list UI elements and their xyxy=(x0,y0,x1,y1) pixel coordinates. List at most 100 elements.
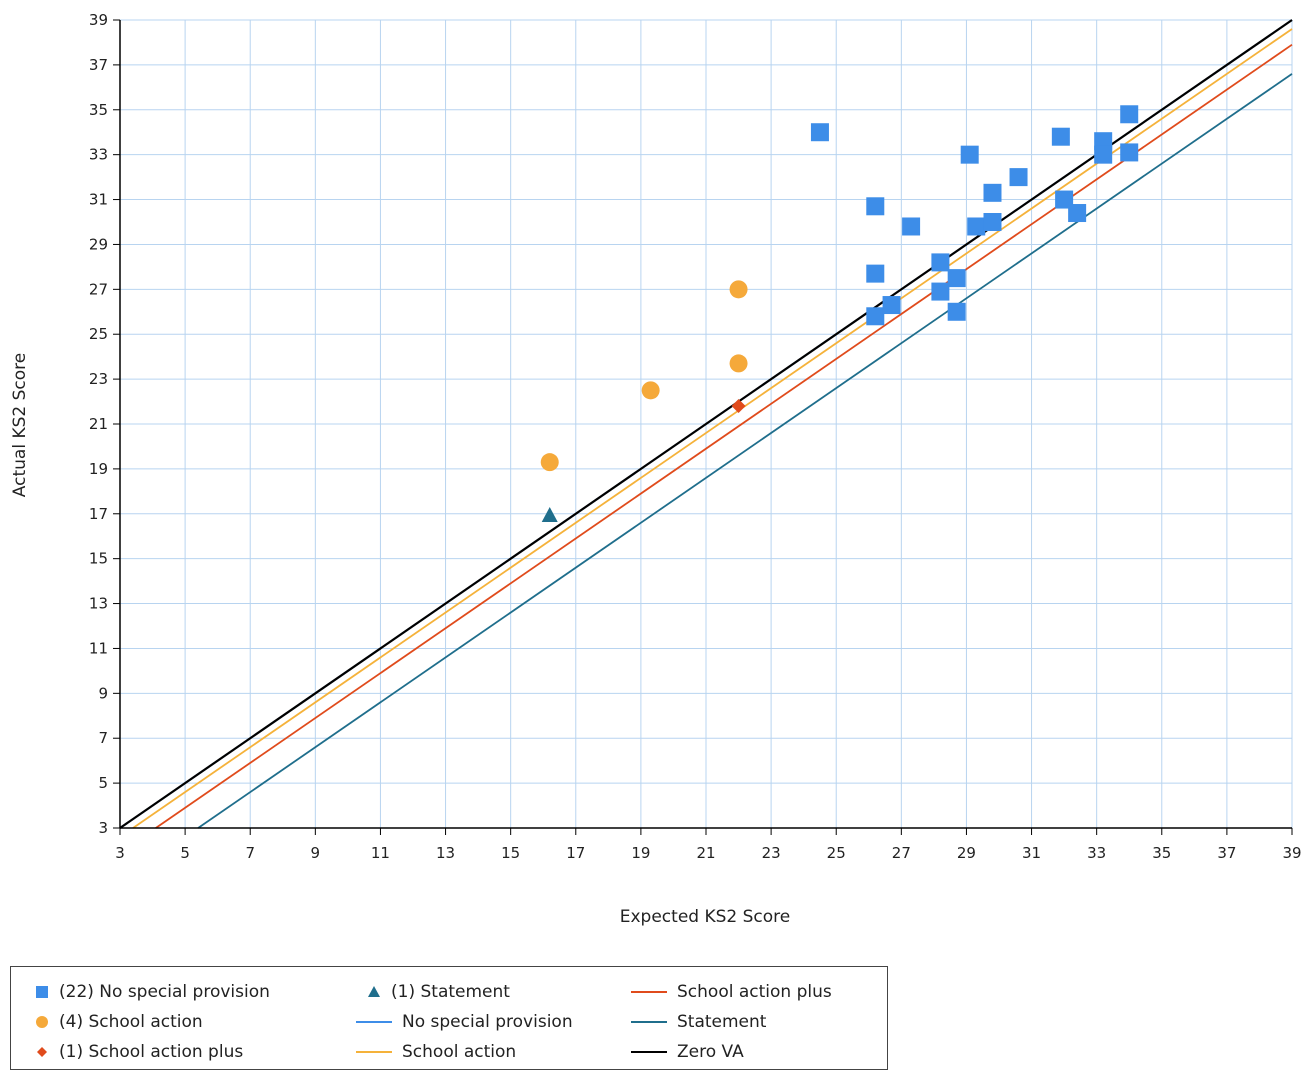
x-tick-label: 13 xyxy=(436,844,455,862)
data-point-square xyxy=(866,197,885,216)
x-tick-label: 5 xyxy=(180,844,190,862)
legend-diamond-marker-icon xyxy=(37,1047,47,1057)
data-point-square xyxy=(902,217,921,236)
x-tick-label: 35 xyxy=(1152,844,1171,862)
x-tick-label: 7 xyxy=(245,844,255,862)
x-tick-label: 9 xyxy=(311,844,321,862)
data-points xyxy=(540,105,1139,523)
y-tick-label: 25 xyxy=(89,325,108,343)
data-point-square xyxy=(866,264,885,283)
x-tick-label: 33 xyxy=(1087,844,1106,862)
va-line xyxy=(197,73,1293,829)
y-tick-label: 11 xyxy=(89,639,108,657)
legend-label: (1) Statement xyxy=(391,982,510,1002)
y-tick-label: 17 xyxy=(89,505,108,523)
y-tick-label: 37 xyxy=(89,56,108,74)
tick-labels: 3 5 7 9 11 13 15 17 19 21 23 25 27 29 31 33 35 37 39357911… xyxy=(89,11,1302,862)
x-tick-label: 19 xyxy=(631,844,650,862)
data-point-square xyxy=(947,302,966,321)
legend-label: School action plus xyxy=(677,982,832,1002)
data-point-triangle xyxy=(541,507,558,523)
legend-line-icon xyxy=(356,1051,392,1053)
data-point-square xyxy=(882,296,901,315)
x-tick-label: 25 xyxy=(827,844,846,862)
data-point-square xyxy=(810,123,829,142)
data-point-square xyxy=(1051,127,1070,146)
legend-item: School action xyxy=(356,1039,516,1065)
x-tick-label: 27 xyxy=(892,844,911,862)
legend-item: (4) School action xyxy=(35,1009,203,1035)
y-tick-label: 5 xyxy=(98,774,108,792)
data-point-square xyxy=(931,253,950,272)
y-tick-label: 3 xyxy=(98,819,108,837)
data-point-square xyxy=(1094,145,1113,164)
data-point-square xyxy=(866,307,885,326)
y-tick-label: 15 xyxy=(89,550,108,568)
y-tick-label: 23 xyxy=(89,370,108,388)
legend-label: (22) No special provision xyxy=(59,982,270,1002)
data-point-square xyxy=(983,183,1002,202)
data-point-square xyxy=(960,145,979,164)
data-point-square xyxy=(1009,168,1028,187)
x-tick-label: 39 xyxy=(1282,844,1301,862)
data-point-circle xyxy=(641,381,660,400)
y-tick-label: 29 xyxy=(89,235,108,253)
data-point-circle xyxy=(729,280,748,299)
grid xyxy=(119,19,1293,829)
legend-item: No special provision xyxy=(356,1009,573,1035)
legend-triangle-marker-icon xyxy=(368,986,380,997)
y-axis-label: Actual KS2 Score xyxy=(10,353,30,497)
y-tick-label: 31 xyxy=(89,191,108,209)
x-tick-label: 31 xyxy=(1022,844,1041,862)
legend-label: Statement xyxy=(677,1012,767,1032)
legend-label: School action xyxy=(402,1042,517,1062)
legend-label: (1) School action plus xyxy=(59,1042,244,1062)
legend-line-icon xyxy=(631,1051,667,1053)
legend-item: (1) School action plus xyxy=(35,1039,243,1065)
chart-legend: (22) No special provision (4) School act… xyxy=(10,966,888,1070)
x-tick-label: 11 xyxy=(371,844,390,862)
legend-item: (22) No special provision xyxy=(35,979,270,1005)
data-point-circle xyxy=(540,453,559,472)
y-tick-label: 27 xyxy=(89,280,108,298)
x-tick-label: 15 xyxy=(501,844,520,862)
data-point-square xyxy=(1120,105,1139,124)
x-tick-label: 23 xyxy=(762,844,781,862)
legend-item: Zero VA xyxy=(631,1039,744,1065)
legend-label: (4) School action xyxy=(59,1012,203,1032)
legend-item: Statement xyxy=(631,1009,766,1035)
x-axis-label: Expected KS2 Score xyxy=(620,907,791,927)
legend-line-icon xyxy=(356,1021,392,1023)
x-tick-label: 29 xyxy=(957,844,976,862)
x-tick-label: 37 xyxy=(1217,844,1236,862)
y-tick-label: 35 xyxy=(89,101,108,119)
data-point-circle xyxy=(729,354,748,373)
y-tick-label: 9 xyxy=(98,684,108,702)
legend-item: School action plus xyxy=(631,979,832,1005)
y-tick-label: 21 xyxy=(89,415,108,433)
data-point-square xyxy=(1120,143,1139,162)
axes xyxy=(113,19,1293,835)
va-line xyxy=(155,43,1293,829)
y-tick-label: 19 xyxy=(89,460,108,478)
legend-square-marker-icon xyxy=(36,986,48,998)
data-point-square xyxy=(1068,204,1087,223)
legend-item: (1) Statement xyxy=(367,979,510,1005)
legend-line-icon xyxy=(631,1021,667,1023)
legend-circle-marker-icon xyxy=(36,1016,48,1028)
data-point-square xyxy=(931,282,950,301)
legend-line-icon xyxy=(631,991,667,993)
data-point-square xyxy=(967,217,986,236)
legend-label: No special provision xyxy=(402,1012,573,1032)
x-tick-label: 3 xyxy=(115,844,125,862)
data-point-square xyxy=(983,213,1002,231)
scatter-chart: 3 5 7 9 11 13 15 17 19 21 23 25 27 29 31 33 35 37 39357911… xyxy=(10,11,1302,927)
y-tick-label: 39 xyxy=(89,11,108,29)
y-tick-label: 7 xyxy=(98,729,108,747)
legend-label: Zero VA xyxy=(677,1042,744,1062)
y-tick-label: 33 xyxy=(89,146,108,164)
x-tick-label: 17 xyxy=(566,844,585,862)
x-tick-label: 21 xyxy=(696,844,715,862)
va-line xyxy=(132,28,1293,829)
data-point-square xyxy=(947,269,966,288)
